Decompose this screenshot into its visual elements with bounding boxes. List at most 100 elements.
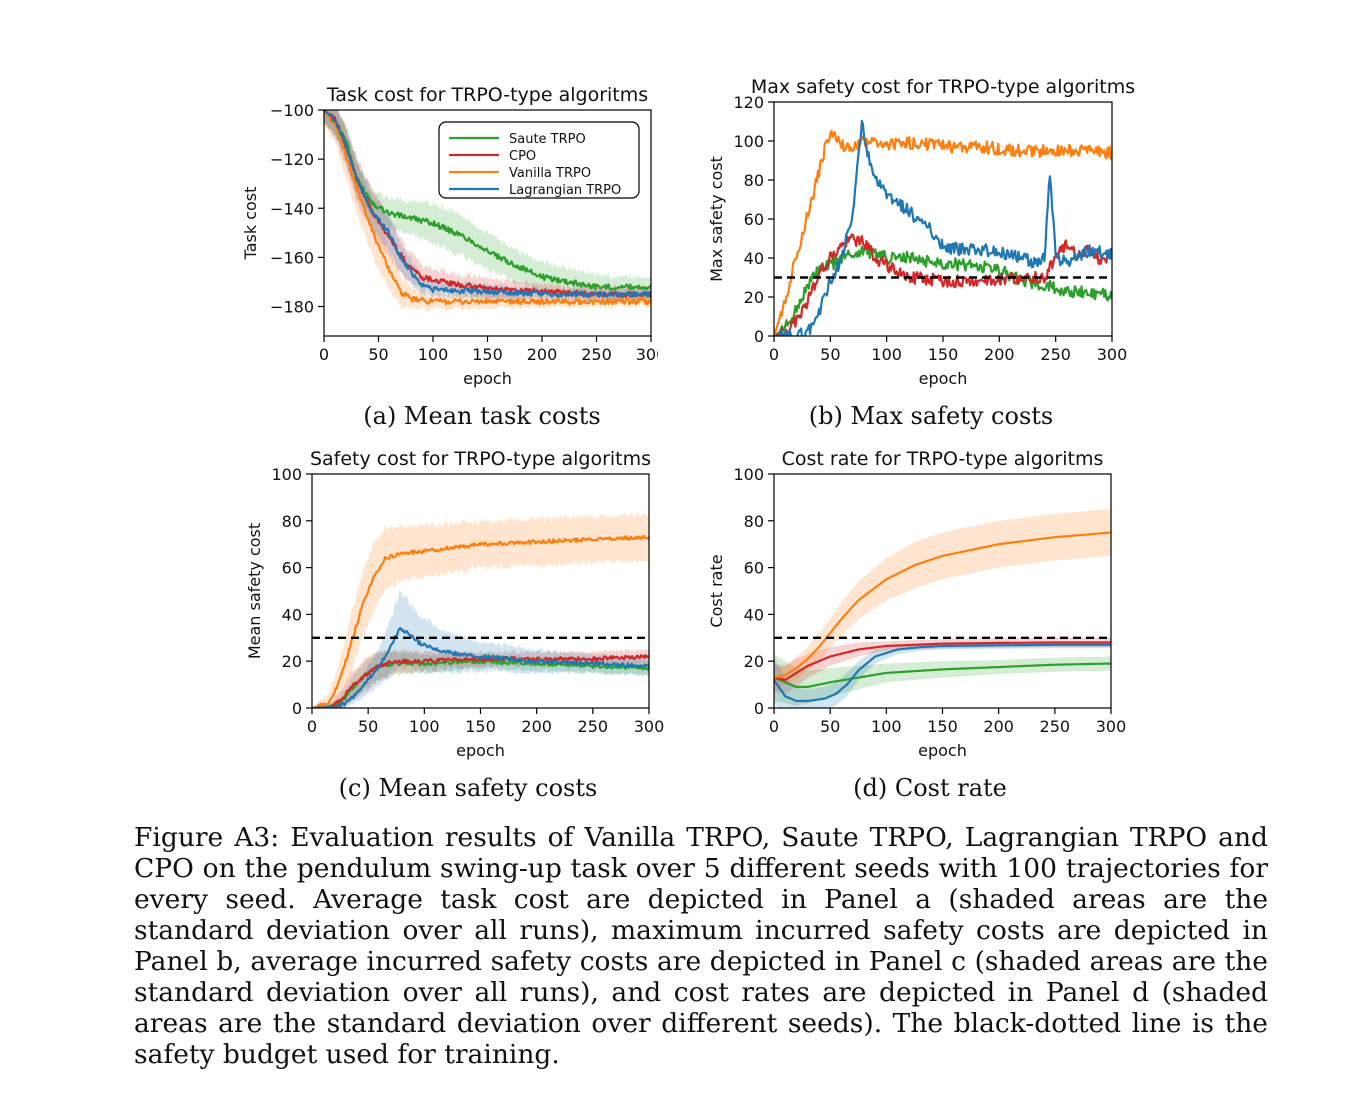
x-tick-label: 100 [871,717,902,736]
x-axis-label: epoch [919,369,968,388]
y-tick-label: 80 [744,171,764,190]
y-tick-label: 20 [744,652,764,671]
series-line-lagrangian-trpo [774,643,1111,703]
subcaption-c: (c) Mean safety costs [338,774,598,802]
plot-area [774,509,1111,708]
x-tick-label: 50 [358,717,378,736]
x-tick-label: 200 [983,717,1014,736]
y-tick-label: 20 [744,288,764,307]
chart-title: Safety cost for TRPO-type algoritms [310,448,651,470]
y-axis-label: Cost rate [707,554,726,627]
plot-area [324,110,651,313]
series-line-saute-trpo [774,662,1111,688]
series-line-lagrangian-trpo [774,119,1112,336]
series-line-lagrangian-trpo [324,110,651,298]
x-tick-label: 0 [769,345,779,364]
chart-title: Max safety cost for TRPO-type algoritms [751,76,1135,98]
x-tick-label: 0 [307,717,317,736]
x-tick-label: 50 [820,345,840,364]
y-axis-label: Max safety cost [707,156,726,282]
legend-label: Vanilla TRPO [509,166,591,181]
band-vanilla-trpo [312,509,649,708]
chart-b: Max safety cost for TRPO-type algoritms 0… [707,76,1135,388]
y-tick-label: −160 [270,248,314,267]
y-tick-label: 20 [282,652,302,671]
y-tick-label: 80 [282,512,302,531]
x-tick-label: 300 [1097,345,1128,364]
x-tick-label: 100 [871,345,902,364]
x-axis-label: epoch [456,741,505,760]
band-cpo [324,110,651,305]
legend-label: Saute TRPO [509,132,586,147]
y-tick-label: 100 [733,465,764,484]
x-tick-label: 200 [521,717,552,736]
y-tick-label: 60 [744,210,764,229]
x-tick-label: 100 [409,717,440,736]
y-tick-label: −140 [270,199,314,218]
x-tick-label: 150 [928,345,959,364]
x-tick-label: 300 [634,717,665,736]
chart-c: Safety cost for TRPO-type algoritms 0 50 10… [245,448,665,760]
subcaption-d: (d) Cost rate [853,774,1007,802]
series-line-cpo [774,641,1111,681]
x-tick-label: 150 [465,717,496,736]
series-line-vanilla-trpo [312,534,649,708]
chart-d: Cost rate for TRPO-type algoritms 0 50 100 1… [707,448,1127,760]
x-tick-label: 300 [636,345,658,364]
x-tick-label: 200 [984,345,1015,364]
x-tick-label: 150 [927,717,958,736]
legend-box [438,121,640,199]
band-vanilla-trpo [774,509,1111,687]
x-tick-label: 0 [319,345,329,364]
band-lagrangian-trpo [324,110,651,303]
series-line-saute-trpo [324,110,651,291]
y-tick-label: 60 [744,559,764,578]
series-line-vanilla-trpo [324,110,651,306]
y-tick-label: −180 [270,298,314,317]
chart-title: Task cost for TRPO-type algoritms [326,84,648,106]
series-line-lagrangian-trpo [312,627,649,708]
legend-label: Lagrangian TRPO [509,183,621,198]
y-tick-label: 100 [733,132,764,151]
y-axis-label: Mean safety cost [245,523,264,659]
band-saute-trpo [774,654,1111,706]
legend: Saute TRPO CPO Vanilla TRPO Lagrangian TRPO [438,121,640,199]
band-saute-trpo [324,110,651,302]
band-lagrangian-trpo [312,589,649,708]
series-line-vanilla-trpo [774,129,1112,336]
y-tick-label: 40 [744,249,764,268]
legend-label: CPO [509,149,536,164]
series-line-cpo [312,654,649,708]
x-tick-label: 300 [1096,717,1127,736]
panel-b: Max safety cost for TRPO-type algoritms 0… [668,70,1135,400]
panel-c: Safety cost for TRPO-type algoritms 0 50 10… [218,444,664,774]
y-tick-label: 0 [292,699,302,718]
subcaption-b: (b) Max safety costs [808,402,1054,430]
plot-area [312,509,649,708]
x-tick-label: 150 [472,345,503,364]
y-tick-label: 0 [754,327,764,346]
band-cpo [774,637,1111,694]
y-tick-label: 40 [744,605,764,624]
panel-d: Cost rate for TRPO-type algoritms 0 50 100 1… [668,444,1126,774]
x-tick-label: 250 [581,345,612,364]
y-tick-label: 60 [282,559,302,578]
y-tick-label: 80 [744,512,764,531]
x-tick-label: 100 [418,345,449,364]
y-tick-label: 100 [271,465,302,484]
x-tick-label: 250 [1040,345,1071,364]
x-tick-label: 50 [820,717,840,736]
axes-frame [773,101,1113,337]
panel-a: Task cost for TRPO-type algoritms 0 50 100 1… [218,78,658,408]
series-line-cpo [774,233,1112,336]
y-axis-label: Task cost [241,187,260,261]
series-line-saute-trpo [312,658,649,708]
plot-area [774,119,1112,336]
series-line-saute-trpo [774,245,1112,336]
x-axis-label: epoch [918,741,967,760]
x-tick-label: 50 [368,345,388,364]
x-tick-label: 200 [527,345,558,364]
x-tick-label: 250 [578,717,609,736]
subcaption-a: (a) Mean task costs [363,402,601,430]
x-tick-label: 0 [769,717,779,736]
